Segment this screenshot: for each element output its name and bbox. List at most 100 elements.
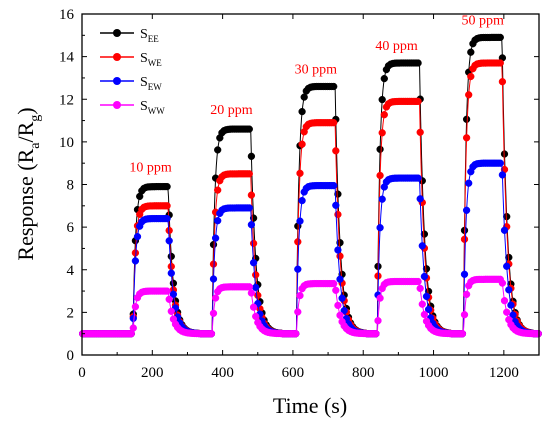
data-point (249, 239, 258, 248)
legend: SEE SWE SEW SWW (100, 27, 165, 116)
data-point (252, 283, 260, 292)
y-tick-label: 4 (67, 263, 75, 279)
data-point (252, 271, 260, 279)
data-point (460, 311, 469, 319)
data-point (211, 234, 220, 242)
data-point (462, 290, 471, 299)
data-point (416, 195, 424, 203)
series-ww (79, 275, 542, 338)
data-point (424, 305, 433, 314)
x-tick-label: 600 (282, 365, 305, 381)
concentration-label: 30 ppm (295, 63, 338, 78)
data-point (163, 214, 171, 223)
data-point (249, 259, 258, 267)
data-point (500, 226, 509, 234)
data-point (247, 221, 256, 229)
data-point (509, 311, 517, 319)
data-point (498, 171, 507, 179)
data-point (211, 294, 220, 302)
data-point (209, 240, 218, 249)
data-point (129, 324, 137, 332)
data-point (376, 294, 384, 302)
data-point (496, 59, 504, 67)
data-point (247, 289, 256, 297)
data-point (336, 311, 344, 319)
data-point (418, 300, 426, 308)
data-point (292, 330, 300, 338)
data-point (498, 279, 507, 287)
legend-item-ee: SEE (100, 27, 159, 44)
data-point (294, 238, 302, 246)
data-point (336, 252, 344, 260)
data-point (131, 257, 140, 265)
legend-item-ww: SWW (100, 99, 165, 116)
y-axis-title-sub-g: g (28, 115, 43, 122)
data-point (462, 134, 471, 142)
data-point (294, 308, 302, 316)
data-point (503, 262, 511, 270)
data-point (252, 312, 260, 321)
data-point (503, 308, 511, 316)
data-point (460, 270, 469, 278)
legend-marker (113, 53, 121, 61)
x-tick-label: 1000 (419, 365, 449, 381)
y-tick-label: 14 (59, 50, 75, 66)
data-point (254, 291, 262, 300)
data-point (414, 174, 422, 182)
data-point (298, 107, 306, 116)
data-point (462, 115, 471, 123)
data-point (380, 74, 388, 83)
y-axis-title-main: Response (R (13, 148, 38, 260)
data-point (167, 307, 175, 315)
y-tick-label: 10 (59, 135, 74, 151)
series-we (79, 59, 542, 338)
data-point (163, 182, 171, 191)
data-point (332, 286, 340, 294)
data-point (163, 287, 171, 295)
data-point (460, 235, 469, 243)
data-point (467, 48, 475, 56)
data-point (414, 97, 422, 106)
annotation-layer: 10 ppm 20 ppm 30 ppm 40 ppm 50 ppm (129, 14, 504, 176)
data-point (298, 196, 306, 205)
data-point (296, 217, 304, 225)
data-point (332, 201, 340, 209)
data-point (336, 275, 344, 283)
data-point (300, 93, 308, 101)
legend-item-ew: SEW (100, 75, 162, 92)
data-point (214, 186, 222, 194)
x-tick-label: 200 (141, 365, 164, 381)
data-point (496, 33, 504, 42)
concentration-label: 10 ppm (129, 161, 172, 176)
data-point (420, 272, 429, 281)
data-point (338, 294, 346, 302)
concentration-label: 20 ppm (210, 103, 253, 118)
y-tick-label: 12 (59, 92, 74, 108)
data-point (330, 119, 338, 127)
y-tick-label: 16 (59, 7, 75, 23)
data-point (245, 283, 253, 291)
data-point (330, 82, 338, 91)
data-point (496, 159, 504, 167)
data-point (294, 265, 302, 273)
data-point (467, 72, 475, 81)
concentration-label: 50 ppm (462, 14, 505, 29)
y-axis-title-mid: /R (13, 121, 38, 142)
data-point (420, 230, 429, 238)
data-point (376, 224, 384, 232)
data-point (249, 303, 258, 311)
data-point (418, 242, 426, 250)
data-point (207, 330, 216, 338)
data-point (330, 181, 338, 190)
data-point (298, 140, 306, 148)
data-point (422, 292, 431, 301)
legend-label: SWE (140, 51, 162, 68)
data-point (334, 246, 342, 254)
tick-layer: 0 200 400 600 800 1000 1200 0 2 4 6 8 10 12 14 16 (59, 7, 539, 381)
series-layer (79, 33, 542, 338)
data-point (336, 239, 344, 247)
x-tick-label: 1200 (489, 365, 519, 381)
y-axis-title-sub-a: a (28, 142, 43, 149)
data-point (245, 204, 253, 212)
concentration-label: 40 ppm (375, 39, 418, 54)
